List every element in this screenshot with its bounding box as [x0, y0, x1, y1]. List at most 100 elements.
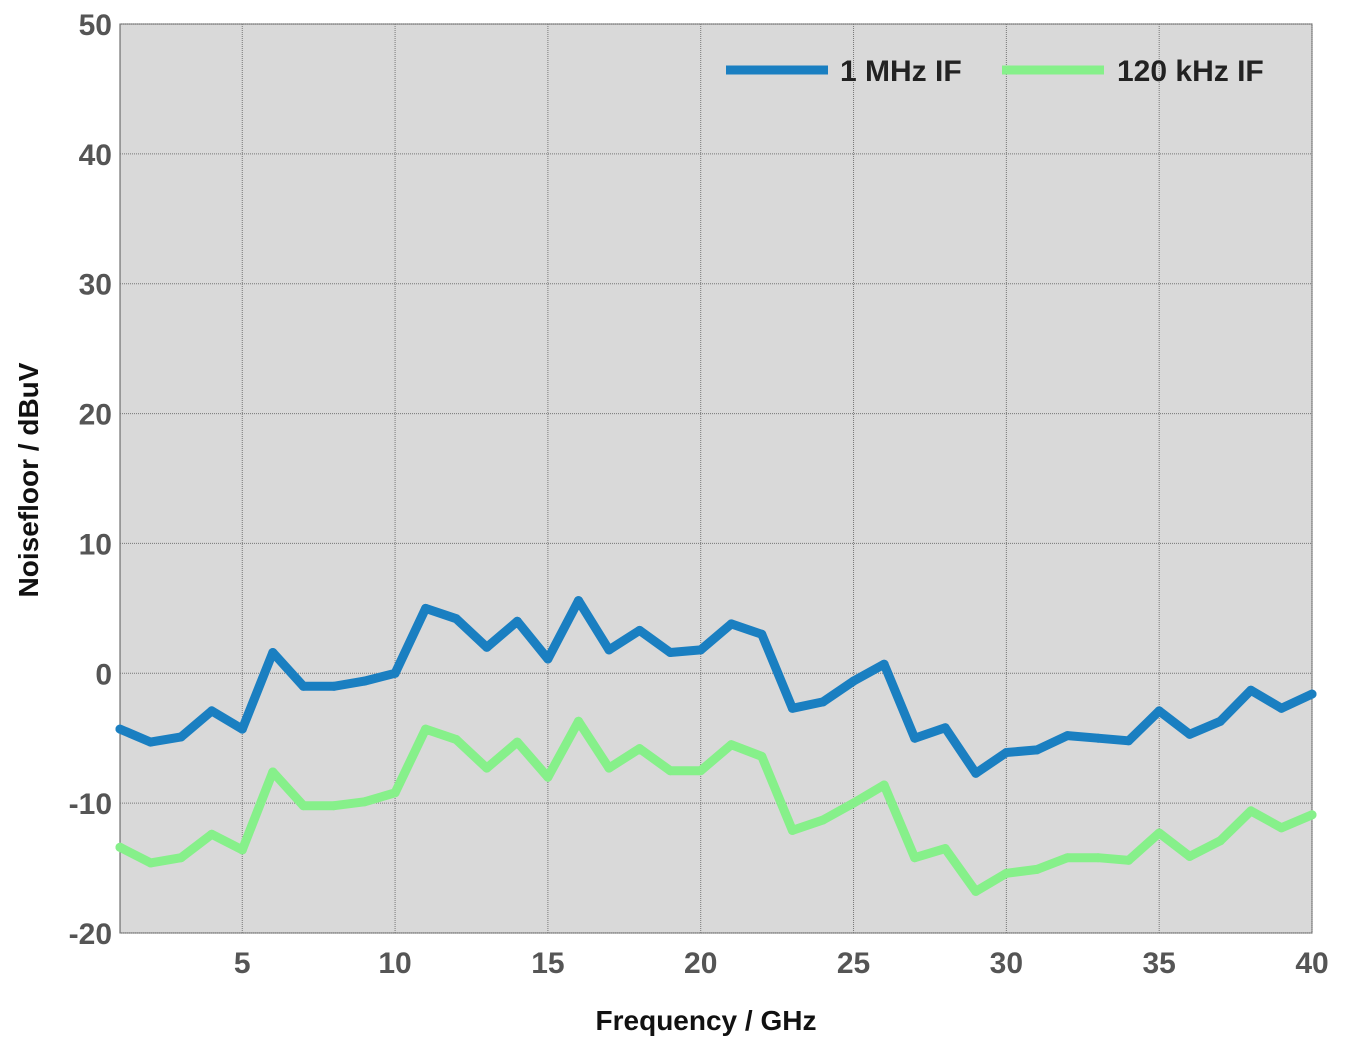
series-2-point: [512, 737, 522, 747]
series-1-point: [604, 645, 614, 655]
series-2-point: [421, 724, 431, 734]
series-2-point: [1063, 853, 1072, 863]
series-1-point: [1215, 716, 1225, 726]
series-layer: [115, 596, 1317, 896]
series-2-point: [696, 766, 706, 776]
series-1-point: [940, 723, 950, 733]
y-tick-label: 40: [79, 139, 112, 172]
series-1-point: [298, 681, 308, 691]
series-line-2: [115, 716, 1317, 896]
series-2-point: [1215, 836, 1225, 846]
series-2-point: [543, 772, 553, 782]
series-2-point: [1093, 853, 1103, 863]
series-1-point: [910, 733, 920, 743]
series-1-point: [1032, 745, 1042, 755]
x-tick-label: 30: [990, 947, 1023, 980]
plot-area: [119, 23, 1313, 934]
y-tick-label: 0: [95, 658, 112, 691]
series-2-point: [115, 842, 125, 852]
legend: 1 MHz IF 120 kHz IF: [726, 55, 1264, 88]
legend-label-2: 120 kHz IF: [1117, 55, 1264, 88]
series-2-point: [665, 766, 675, 776]
x-tick-label: 20: [684, 947, 717, 980]
series-2-point: [1276, 823, 1286, 833]
series-2-point: [604, 763, 614, 773]
series-2-point: [787, 825, 797, 835]
series-1-point: [726, 619, 736, 629]
series-2-point: [1001, 868, 1011, 878]
series-2-point: [940, 844, 950, 854]
series-2-point: [1246, 806, 1256, 816]
x-tick-label: 40: [1295, 947, 1328, 980]
series-2-point: [879, 780, 889, 790]
series-2-point: [726, 740, 736, 750]
series-1-point: [329, 681, 339, 691]
series-1-point: [1185, 729, 1195, 739]
series-1-point: [360, 676, 369, 686]
y-tick-label: 10: [79, 528, 112, 561]
series-1-point: [849, 676, 858, 686]
series-1-point: [1276, 703, 1286, 713]
y-tick-label: 30: [79, 269, 112, 302]
y-tick-label: 20: [79, 399, 112, 432]
series-1-point: [543, 654, 553, 664]
series-2-point: [298, 801, 308, 811]
series-1-point: [757, 629, 767, 639]
series-2-point: [176, 853, 186, 863]
series-2-point: [237, 845, 247, 855]
series-2-point: [818, 815, 828, 825]
series-2-point: [390, 788, 400, 798]
x-tick-label: 15: [531, 947, 564, 980]
series-2-point: [910, 853, 920, 863]
y-axis-label: Noisefloor / dBuV: [13, 362, 44, 597]
series-1-point: [1246, 685, 1256, 695]
series-2-point: [1124, 855, 1134, 865]
series-1-point: [1307, 689, 1317, 699]
series-1-point: [635, 625, 645, 635]
legend-label-1: 1 MHz IF: [840, 55, 962, 88]
series-2-point: [360, 797, 369, 807]
y-tick-label: 50: [79, 9, 112, 42]
series-2-point: [635, 744, 645, 754]
series-2-point: [451, 735, 461, 744]
series-2-point: [971, 886, 981, 896]
tick-labels: 5 10 15 20 25 30 35 40 -20 -10 0 10 20 30 40 50: [69, 9, 1329, 980]
series-2-point: [1185, 851, 1195, 861]
y-tick-label: -20: [69, 918, 112, 951]
series-2-point: [207, 829, 217, 839]
series-1-point: [146, 737, 156, 747]
series-1-point: [176, 732, 186, 742]
series-2-point: [849, 798, 858, 808]
series-1-point: [879, 659, 889, 669]
x-tick-label: 35: [1142, 947, 1175, 980]
series-2-point: [329, 801, 339, 811]
x-tick-label: 5: [234, 947, 251, 980]
series-line-1: [115, 596, 1317, 778]
series-1-point: [1154, 706, 1164, 716]
series-1-point: [482, 642, 492, 652]
series-1-point: [451, 614, 461, 624]
series-2-point: [1154, 828, 1164, 838]
series-2-point: [146, 858, 156, 868]
series-1-point: [574, 596, 583, 606]
series-1-point: [421, 603, 431, 613]
series-2-point: [1307, 810, 1317, 820]
series-1-point: [818, 697, 828, 707]
series-1-point: [390, 668, 400, 678]
x-tick-label: 25: [837, 947, 870, 980]
y-tick-label: -10: [69, 788, 112, 821]
series-2-point: [757, 751, 767, 761]
series-2-point: [1032, 864, 1042, 874]
series-1-point: [237, 724, 247, 734]
series-1-point: [1063, 731, 1072, 741]
series-2-point: [482, 763, 492, 773]
series-1-point: [207, 706, 217, 716]
series-1-point: [1001, 748, 1011, 757]
x-tick-label: 10: [378, 947, 411, 980]
series-1-point: [115, 724, 125, 734]
x-axis-label: Frequency / GHz: [596, 1005, 817, 1036]
series-1-point: [1093, 733, 1103, 743]
series-2-point: [268, 767, 278, 777]
grid: [120, 23, 1313, 934]
